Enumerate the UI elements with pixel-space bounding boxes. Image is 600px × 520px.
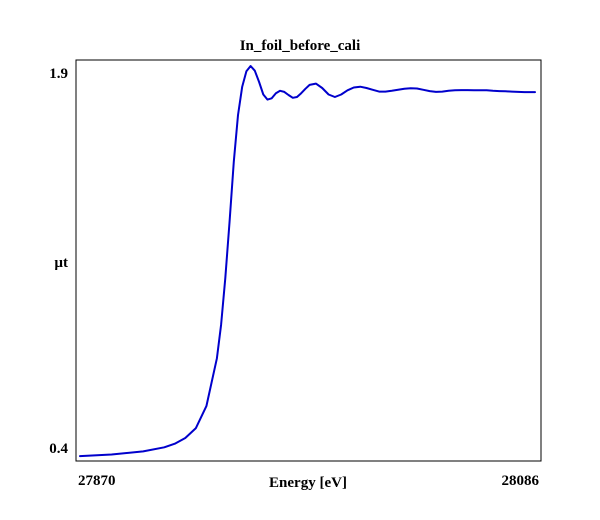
y-tick-top: 1.9 (49, 66, 68, 82)
data-point (142, 450, 144, 453)
data-point (391, 90, 393, 92)
data-point (300, 92, 302, 94)
data-point (460, 89, 462, 91)
data-point (250, 65, 252, 67)
data-point (530, 91, 532, 93)
data-point (266, 99, 269, 101)
data-point (110, 453, 113, 456)
data-point (228, 220, 231, 222)
data-point (262, 93, 264, 96)
data-point (254, 70, 256, 72)
data-point (454, 89, 456, 91)
x-tick-left: 27870 (78, 473, 116, 489)
chart-title: In_foil_before_cali (240, 38, 361, 54)
data-point (241, 86, 243, 88)
data-point (448, 90, 450, 92)
data-point (220, 324, 222, 326)
data-point (195, 427, 197, 429)
data-point (279, 90, 281, 92)
data-point (258, 81, 260, 83)
data-point (292, 97, 294, 99)
data-point (315, 82, 317, 85)
data-point (346, 89, 349, 91)
data-point (271, 97, 273, 99)
y-tick-bottom: 0.4 (49, 441, 68, 457)
data-point (283, 91, 285, 93)
y-axis-label: µt (54, 255, 68, 271)
data-point (504, 90, 507, 92)
data-point (205, 405, 207, 407)
data-point (233, 161, 235, 163)
data-point (378, 91, 380, 93)
x-axis-label: Energy [eV] (269, 475, 347, 491)
data-point (327, 93, 330, 96)
data-point (511, 91, 513, 93)
data-point (304, 88, 306, 90)
data-point (523, 91, 526, 93)
data-point (79, 455, 81, 457)
data-point (340, 93, 342, 96)
data-point (416, 87, 418, 90)
plot-frame (75, 59, 542, 462)
data-point (534, 91, 536, 93)
data-point (216, 357, 218, 359)
data-point (353, 86, 355, 89)
data-point (435, 91, 437, 93)
data-point (422, 89, 424, 91)
data-point (466, 89, 469, 91)
data-point (397, 89, 399, 91)
data-point (441, 91, 443, 93)
data-point (334, 96, 336, 98)
data-point (296, 96, 298, 98)
data-point (485, 89, 488, 91)
data-point (365, 87, 368, 89)
data-point (479, 89, 481, 91)
data-point (517, 91, 519, 93)
data-point (237, 114, 239, 116)
data-point (184, 437, 186, 439)
data-point (410, 87, 412, 89)
data-point (429, 90, 431, 92)
data-point (309, 84, 311, 86)
x-tick-right: 28086 (502, 473, 540, 489)
data-points (79, 65, 536, 457)
data-point (473, 89, 475, 91)
data-point (498, 90, 500, 92)
data-point (403, 88, 405, 90)
data-point (384, 91, 387, 93)
data-point (275, 92, 277, 94)
data-point (224, 277, 226, 279)
data-point (492, 90, 494, 92)
data-point (372, 89, 374, 91)
data-point (174, 443, 176, 445)
data-point (287, 94, 290, 96)
data-point (359, 86, 361, 88)
data-point (163, 446, 165, 448)
data-point (321, 87, 323, 89)
data-point (245, 70, 248, 72)
